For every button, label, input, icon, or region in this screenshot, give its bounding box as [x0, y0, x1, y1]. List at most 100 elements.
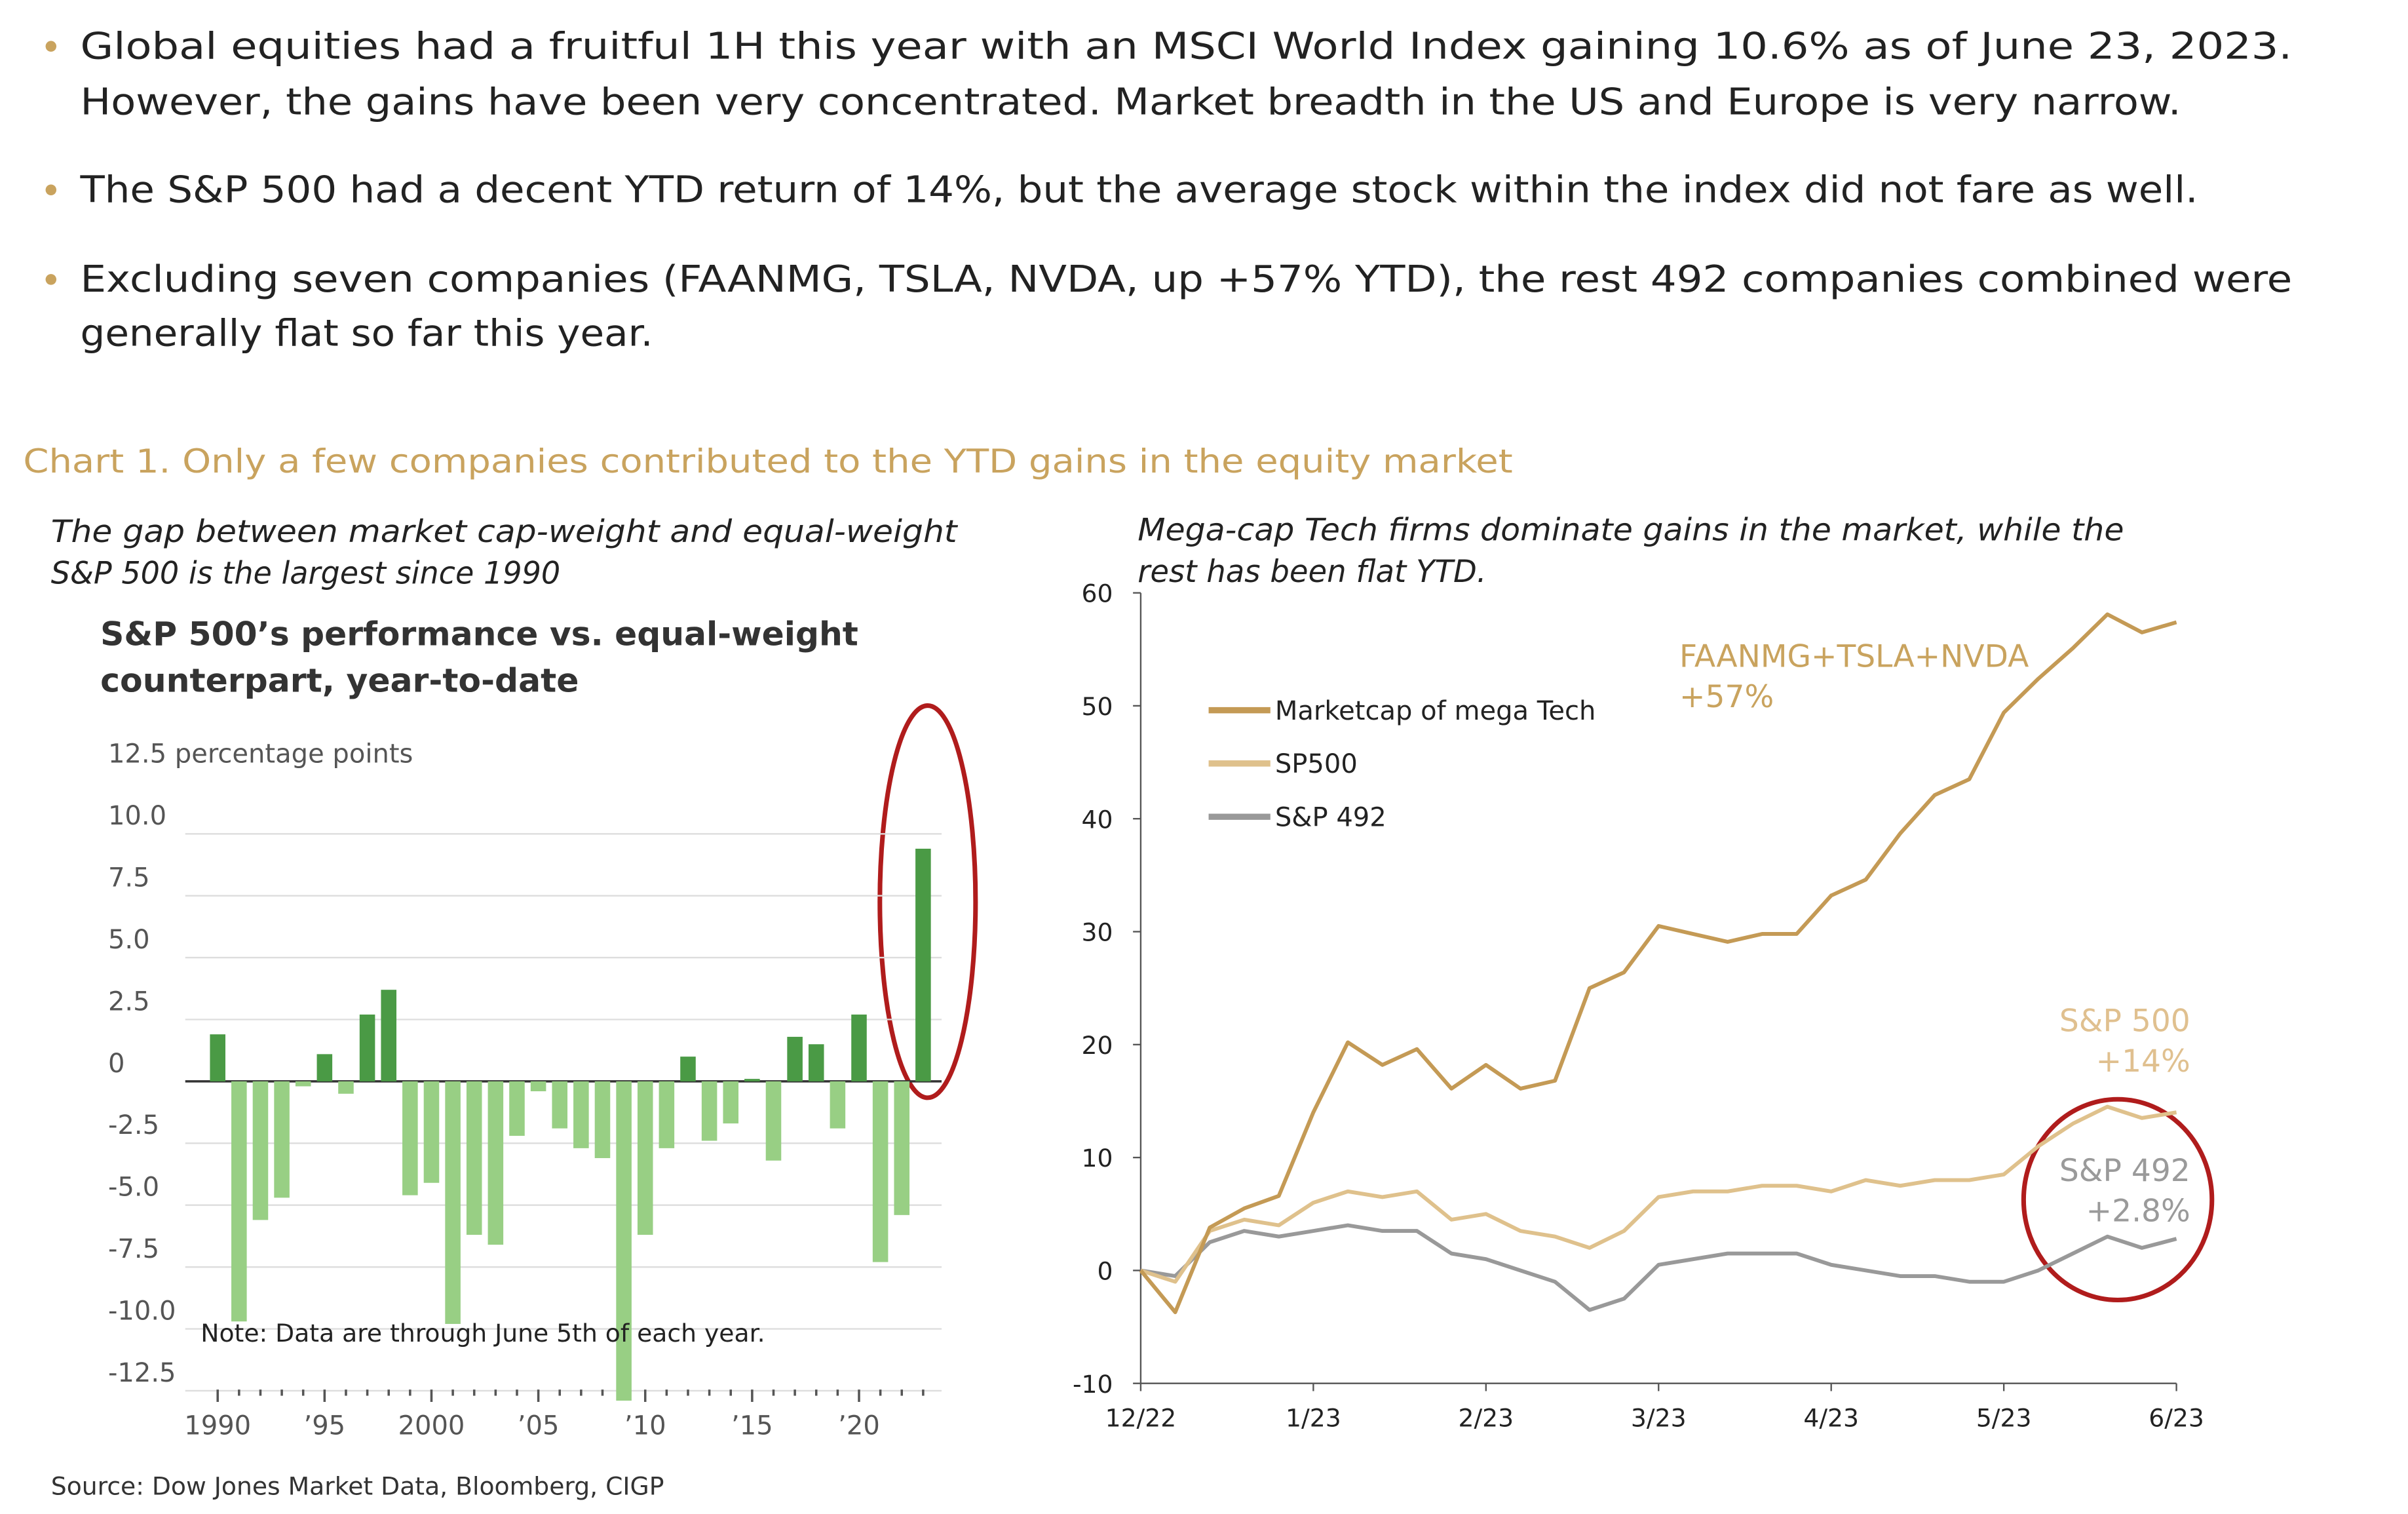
bar: [616, 1081, 632, 1401]
line-series: [1140, 1104, 2177, 1284]
bullet-text: Excluding seven companies (FAANMG, TSLA,…: [81, 258, 2293, 301]
bullet-dot: [45, 41, 57, 52]
y-tick-label: 0: [1098, 1257, 1113, 1286]
y-tick-label: 2.5: [108, 986, 150, 1017]
x-tick-label: 12/22: [1105, 1404, 1177, 1433]
annotation: FAANMG+TSLA+NVDA: [1679, 639, 2029, 675]
x-tick-label: 2/23: [1458, 1404, 1514, 1433]
bar: [787, 1036, 803, 1081]
bar: [894, 1081, 910, 1215]
chart-title: counterpart, year-to-date: [100, 661, 579, 699]
bar: [359, 1014, 375, 1081]
bar: [466, 1081, 482, 1235]
x-tick-label: ’20: [838, 1410, 880, 1441]
bar: [765, 1081, 782, 1161]
y-tick-label: -2.5: [108, 1110, 159, 1140]
annotation: +14%: [2096, 1043, 2190, 1079]
bar: [637, 1081, 653, 1235]
annotation: S&P 500: [2059, 1003, 2190, 1039]
y-tick-label: -10.0: [108, 1296, 176, 1326]
x-tick-label: ’05: [518, 1410, 560, 1441]
x-tick-label: 6/23: [2149, 1404, 2204, 1433]
bar: [210, 1034, 225, 1081]
bar: [423, 1081, 440, 1183]
bullet-text: Global equities had a fruitful 1H this y…: [81, 26, 2293, 68]
chart-note: Note: Data are through June 5th of each …: [201, 1319, 765, 1348]
bar: [316, 1054, 333, 1081]
y-tick-label: 7.5: [108, 863, 150, 893]
highlight-ellipse: [877, 703, 978, 1100]
bar: [808, 1044, 824, 1081]
x-tick-label: 2000: [398, 1410, 465, 1441]
source: Source: Dow Jones Market Data, Bloomberg…: [51, 1471, 664, 1500]
bar: [659, 1081, 675, 1148]
x-tick-label: 1/23: [1286, 1404, 1341, 1433]
bullet-dot: [45, 274, 57, 285]
bullet-dot: [45, 184, 57, 195]
bar: [530, 1081, 546, 1092]
y-tick-label: -10: [1073, 1370, 1113, 1399]
bullet-text: generally flat so far this year.: [81, 313, 653, 355]
bar: [680, 1057, 696, 1081]
x-tick-label: 3/23: [1631, 1404, 1687, 1433]
legend-label: SP500: [1275, 749, 1358, 779]
x-tick-label: ’10: [624, 1410, 666, 1441]
chart-title: S&P 500’s performance vs. equal-weight: [100, 615, 858, 653]
y-tick-label: 30: [1082, 918, 1113, 947]
bar: [830, 1081, 846, 1129]
bullet-text: However, the gains have been very concen…: [81, 81, 2181, 123]
annotation: +57%: [1679, 679, 1774, 715]
y-tick-label: 12.5 percentage points: [108, 739, 413, 769]
y-tick-label: -12.5: [108, 1358, 176, 1388]
x-tick-label: 4/23: [1803, 1404, 1859, 1433]
bar: [487, 1081, 504, 1245]
bar: [552, 1081, 568, 1129]
bar: [402, 1081, 418, 1195]
chart-caption: Chart 1. Only a few companies contribute…: [23, 442, 1512, 480]
bar: [723, 1081, 739, 1124]
bar: [252, 1081, 269, 1220]
x-tick-label: 5/23: [1976, 1404, 2032, 1433]
legend-label: Marketcap of mega Tech: [1275, 696, 1596, 726]
bullet-text: The S&P 500 had a decent YTD return of 1…: [79, 169, 2198, 212]
y-tick-label: 5.0: [108, 925, 150, 955]
bar: [744, 1079, 760, 1081]
legend-label: S&P 492: [1275, 802, 1386, 832]
chart-subtitle: rest has been flat YTD.: [1137, 554, 1486, 590]
highlight-ellipse: [2021, 1097, 2215, 1303]
bar: [295, 1081, 311, 1087]
x-tick-label: ’95: [304, 1410, 346, 1441]
bar: [851, 1014, 867, 1081]
bar: [231, 1081, 247, 1322]
line-series: [1140, 1223, 2177, 1312]
y-tick-label: -5.0: [108, 1173, 159, 1203]
y-tick-label: -7.5: [108, 1234, 159, 1264]
chart-subtitle: The gap between market cap-weight and eq…: [51, 514, 958, 550]
y-tick-label: 10.0: [108, 801, 166, 831]
bar: [381, 990, 396, 1081]
x-tick-label: ’15: [731, 1410, 773, 1441]
line-series: [1139, 612, 2177, 1315]
bar: [872, 1081, 889, 1262]
bar: [915, 848, 931, 1081]
bar: [338, 1081, 354, 1094]
y-tick-label: 60: [1082, 579, 1113, 608]
y-tick-label: 40: [1082, 805, 1113, 834]
x-tick-label: 1990: [184, 1410, 251, 1441]
bar: [509, 1081, 525, 1136]
y-tick-label: 0: [108, 1049, 124, 1079]
annotation: S&P 492: [2059, 1153, 2190, 1189]
y-tick-label: 50: [1082, 692, 1113, 721]
chart-subtitle: S&P 500 is the largest since 1990: [51, 555, 560, 591]
bar: [594, 1081, 611, 1158]
y-tick-label: 10: [1082, 1144, 1113, 1173]
y-tick-label: 20: [1082, 1031, 1113, 1060]
annotation: +2.8%: [2086, 1193, 2190, 1229]
bar: [274, 1081, 290, 1198]
bar: [701, 1081, 717, 1141]
bar: [445, 1081, 461, 1324]
chart-subtitle: Mega-cap Tech firms dominate gains in th…: [1137, 512, 2124, 548]
bar: [573, 1081, 589, 1148]
